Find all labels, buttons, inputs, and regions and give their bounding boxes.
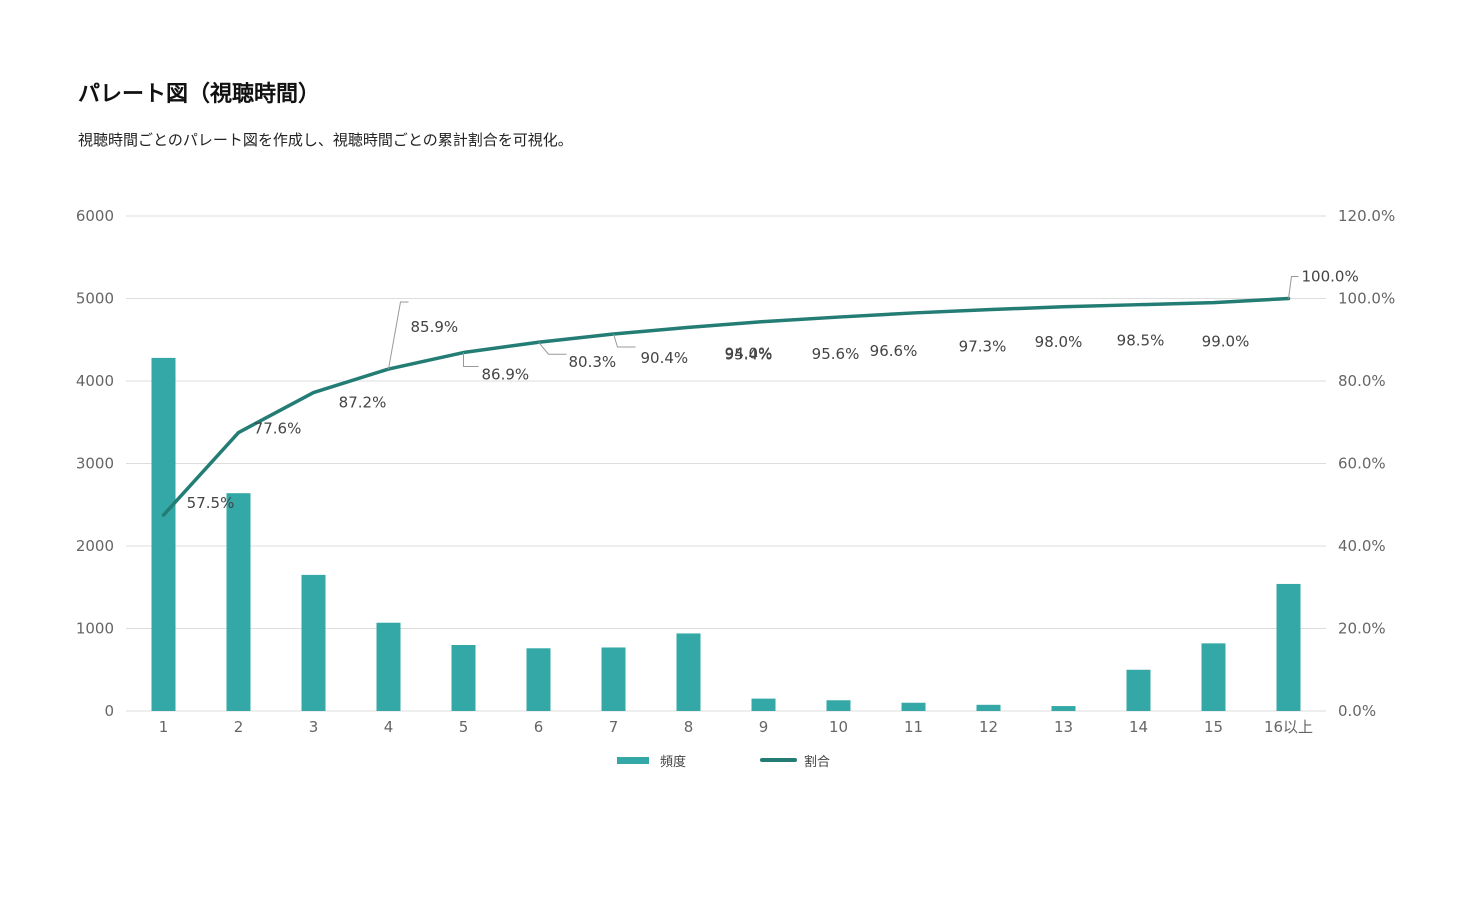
data-label: 98.5%	[1117, 332, 1165, 350]
x-tick-label: 1	[159, 718, 169, 736]
bar	[1276, 583, 1301, 711]
data-label: 99.0%	[1202, 333, 1250, 351]
x-tick-label: 7	[609, 718, 619, 736]
data-label: 85.9%	[411, 318, 459, 336]
x-tick-label: 12	[979, 718, 998, 736]
y-left-tick-label: 3000	[76, 455, 114, 473]
data-label: 80.3%	[569, 353, 617, 371]
x-tick-label: 8	[684, 718, 694, 736]
label-leader-line	[463, 352, 479, 368]
label-leader-line	[388, 301, 409, 370]
bar	[751, 698, 776, 711]
bar	[151, 357, 176, 711]
x-tick-label: 16以上	[1264, 718, 1313, 736]
bar	[1126, 669, 1151, 711]
data-label: 98.0%	[1035, 333, 1083, 351]
bar	[1051, 706, 1076, 711]
x-tick-label: 13	[1054, 718, 1073, 736]
x-tick-label: 11	[904, 718, 923, 736]
y-right-tick-label: 80.0%	[1338, 372, 1386, 390]
y-right-tick-label: 0.0%	[1338, 702, 1376, 720]
bar	[301, 574, 326, 711]
label-leader-line	[613, 333, 636, 348]
bar	[226, 493, 251, 711]
y-right-tick-label: 100.0%	[1338, 290, 1395, 308]
data-label: 95.6%	[812, 345, 860, 363]
data-label: 87.2%	[339, 394, 387, 412]
x-tick-label: 9	[759, 718, 769, 736]
x-tick-label: 3	[309, 718, 319, 736]
bar	[601, 647, 626, 711]
bar	[376, 622, 401, 711]
bar	[976, 704, 1001, 711]
cumulative-line	[161, 296, 1291, 517]
label-leader-line	[1288, 276, 1299, 299]
data-label: 100.0%	[1302, 268, 1359, 286]
data-label: 95.4%	[725, 346, 773, 364]
y-left-tick-label: 4000	[76, 372, 114, 390]
bar	[676, 633, 701, 711]
data-label: 90.4%	[641, 349, 689, 367]
legend-label: 頻度	[660, 754, 686, 770]
bar	[826, 700, 851, 711]
data-label: 96.6%	[870, 342, 918, 360]
x-tick-label: 4	[384, 718, 394, 736]
legend-label: 割合	[804, 754, 830, 770]
y-left-tick-label: 2000	[76, 537, 114, 555]
x-tick-label: 14	[1129, 718, 1148, 736]
data-label: 94.0%	[725, 344, 773, 362]
data-label: 86.9%	[482, 366, 530, 384]
bar	[1201, 643, 1226, 711]
chart-subtitle: 視聴時間ごとのパレート図を作成し、視聴時間ごとの累計割合を可視化。	[78, 131, 573, 149]
bar	[901, 702, 926, 711]
y-left-tick-label: 1000	[76, 620, 114, 638]
label-leader-line	[538, 341, 567, 355]
legend-swatch-bar	[617, 757, 649, 764]
x-tick-label: 2	[234, 718, 244, 736]
y-right-tick-label: 60.0%	[1338, 455, 1386, 473]
y-left-tick-label: 6000	[76, 207, 114, 225]
y-left-tick-label: 5000	[76, 290, 114, 308]
y-left-tick-label: 0	[104, 702, 114, 720]
x-tick-label: 10	[829, 718, 848, 736]
bar	[451, 645, 476, 711]
chart-title: パレート図（視聴時間）	[78, 82, 321, 107]
data-label: 57.5%	[187, 494, 235, 512]
x-tick-label: 5	[459, 718, 469, 736]
data-label: 77.6%	[254, 420, 302, 438]
y-right-tick-label: 40.0%	[1338, 537, 1386, 555]
x-tick-label: 6	[534, 718, 544, 736]
bar	[526, 648, 551, 711]
data-label: 97.3%	[959, 338, 1007, 356]
x-tick-label: 15	[1204, 718, 1223, 736]
y-right-tick-label: 120.0%	[1338, 207, 1395, 225]
y-right-tick-label: 20.0%	[1338, 620, 1386, 638]
